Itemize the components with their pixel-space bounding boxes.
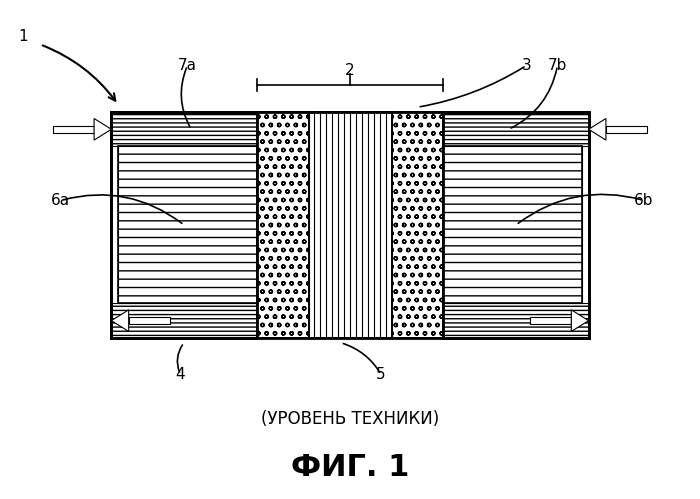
Text: 3: 3	[522, 58, 531, 73]
Bar	[111, 112, 257, 147]
Bar	[111, 112, 257, 338]
Text: 5: 5	[377, 367, 386, 382]
Polygon shape	[94, 118, 111, 140]
Polygon shape	[589, 118, 606, 140]
Bar	[111, 112, 257, 338]
Bar	[443, 112, 589, 338]
Text: 2: 2	[345, 63, 355, 78]
Bar	[309, 112, 391, 338]
Bar	[111, 112, 589, 338]
Bar	[111, 303, 257, 338]
Text: 6a: 6a	[51, 193, 71, 208]
Bar	[443, 147, 582, 303]
Polygon shape	[571, 310, 589, 331]
Text: 1: 1	[19, 28, 28, 43]
Text: 7b: 7b	[548, 58, 567, 73]
Text: 4: 4	[176, 367, 186, 382]
Bar	[443, 112, 589, 147]
Bar	[606, 126, 648, 133]
Bar	[391, 112, 443, 338]
Bar	[118, 147, 257, 303]
Bar	[118, 147, 257, 303]
Polygon shape	[111, 310, 129, 331]
Bar	[129, 317, 170, 324]
Text: ФИГ. 1: ФИГ. 1	[290, 454, 410, 483]
Bar	[257, 112, 309, 338]
Text: 6b: 6b	[634, 193, 654, 208]
Text: (УРОВЕНЬ ТЕХНИКИ): (УРОВЕНЬ ТЕХНИКИ)	[261, 410, 439, 428]
Bar	[52, 126, 94, 133]
Bar	[309, 112, 391, 338]
Text: 7a: 7a	[178, 58, 197, 73]
Bar	[443, 303, 589, 338]
Bar	[443, 112, 589, 338]
Bar	[443, 147, 582, 303]
Bar	[530, 317, 571, 324]
